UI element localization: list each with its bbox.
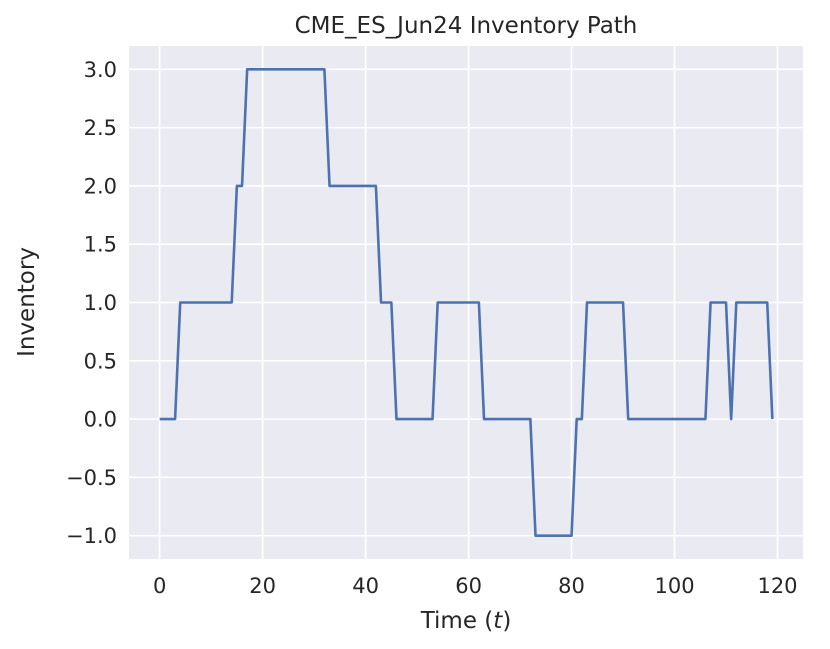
x-axis-label: Time (t) bbox=[420, 608, 512, 634]
y-tick-label: 3.0 bbox=[84, 58, 117, 82]
x-tick-label: 20 bbox=[249, 574, 276, 598]
y-axis-label: Inventory bbox=[14, 247, 40, 357]
x-axis-label-suffix: ) bbox=[502, 608, 511, 634]
x-tick-label: 120 bbox=[757, 574, 797, 598]
y-tick-label: 2.0 bbox=[84, 174, 117, 198]
x-tick-label: 60 bbox=[455, 574, 482, 598]
x-tick-label: 0 bbox=[153, 574, 166, 598]
y-tick-label: 2.5 bbox=[84, 116, 117, 140]
x-tick-label: 100 bbox=[654, 574, 694, 598]
y-tick-label: −1.0 bbox=[66, 524, 117, 548]
y-tick-labels: 3.0 2.5 2.0 1.5 1.0 0.5 0.0 −0.5 −1.0 bbox=[66, 58, 117, 548]
y-tick-label: 0.5 bbox=[84, 349, 117, 373]
y-gridlines bbox=[129, 68, 803, 537]
y-tick-label: 0.0 bbox=[84, 408, 117, 432]
y-tick-label: 1.5 bbox=[84, 233, 117, 257]
x-axis-label-variable: t bbox=[493, 608, 503, 634]
y-tick-label: −0.5 bbox=[66, 466, 117, 490]
chart-title: CME_ES_Jun24 Inventory Path bbox=[295, 13, 638, 39]
y-tick-label: 1.0 bbox=[84, 291, 117, 315]
x-tick-label: 40 bbox=[352, 574, 379, 598]
x-tick-labels: 0 20 40 60 80 100 120 bbox=[153, 574, 798, 598]
x-axis-label-prefix: Time ( bbox=[420, 608, 494, 634]
inventory-line bbox=[159, 68, 774, 537]
x-tick-label: 80 bbox=[558, 574, 585, 598]
